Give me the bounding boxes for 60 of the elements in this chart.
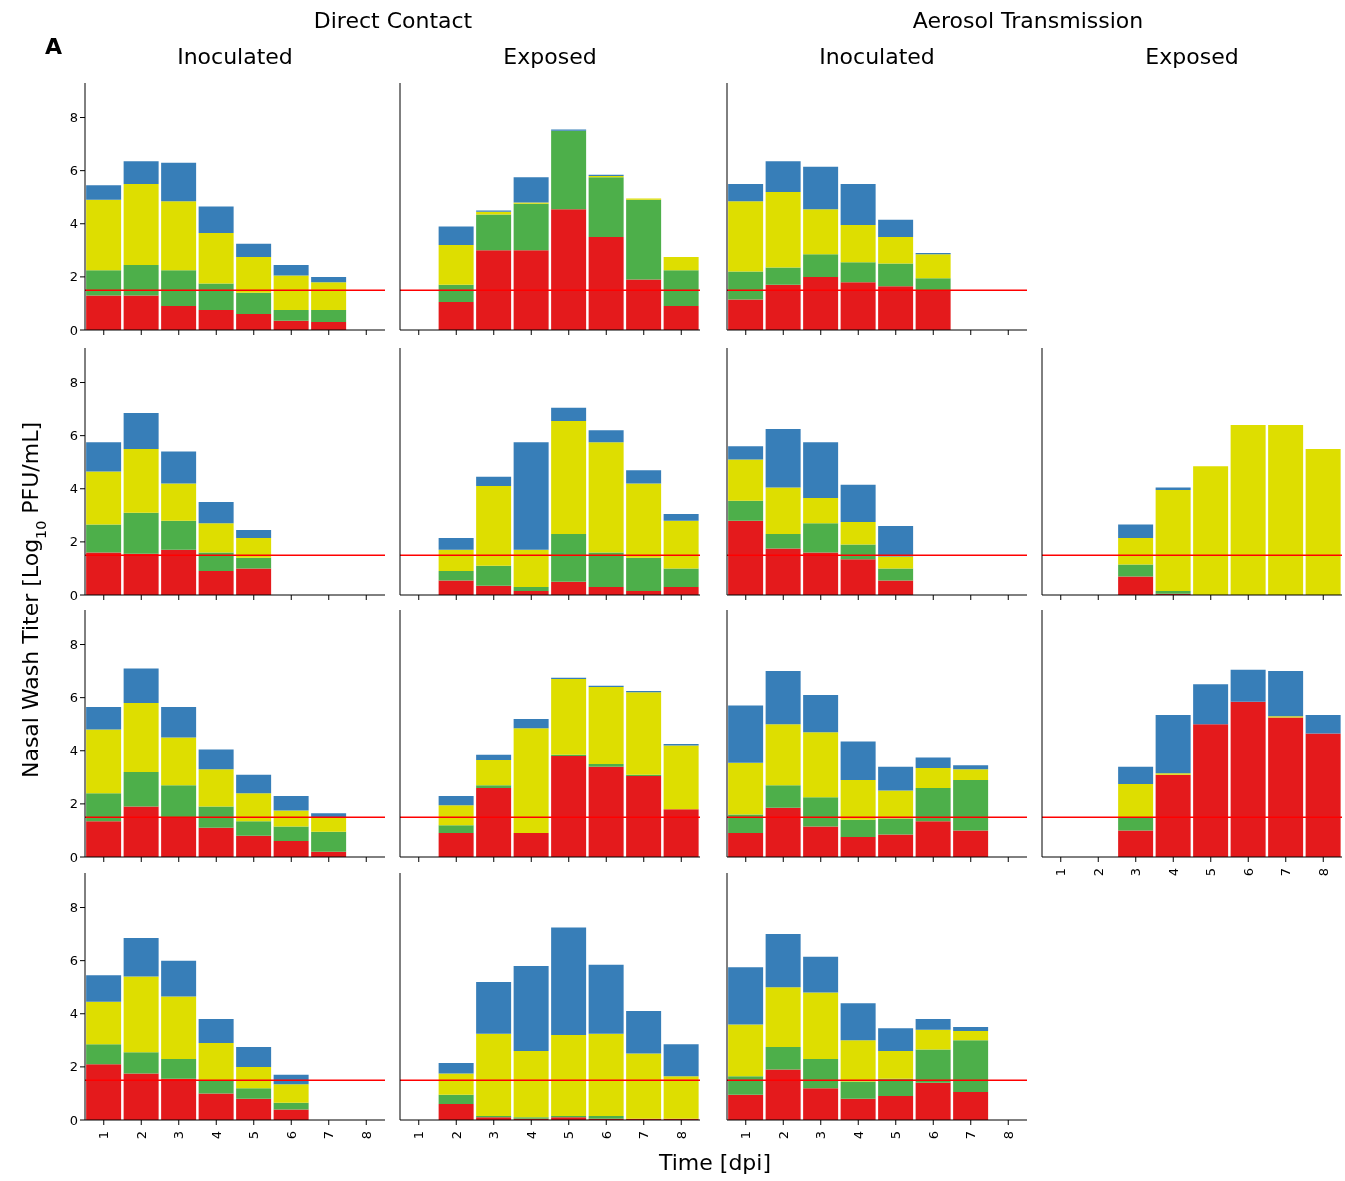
x-tick-label: 6 bbox=[1240, 868, 1256, 877]
chart-title: Exposed bbox=[503, 44, 597, 69]
x-tick-label: 4 bbox=[1165, 868, 1181, 877]
y-tick-label: 6 bbox=[69, 953, 78, 969]
x-tick-label: 7 bbox=[321, 1131, 337, 1140]
x-tick-label: 3 bbox=[813, 1131, 829, 1140]
x-tick-label: 5 bbox=[888, 1131, 904, 1140]
text: A bbox=[45, 34, 63, 59]
y-tick-label: 6 bbox=[69, 428, 78, 444]
x-tick-label: 4 bbox=[523, 1131, 539, 1140]
chart-title: Exposed bbox=[1145, 44, 1239, 69]
x-tick-label: 2 bbox=[133, 1131, 149, 1140]
chart-title: Inoculated bbox=[819, 44, 935, 69]
x-tick-label: 5 bbox=[561, 1131, 577, 1140]
y-tick-label: 0 bbox=[69, 849, 78, 865]
x-tick-label: 8 bbox=[358, 1131, 374, 1140]
chart-title: Inoculated bbox=[177, 44, 293, 69]
text: Aerosol Transmission bbox=[912, 8, 1144, 33]
x-tick-label: 4 bbox=[850, 1131, 866, 1140]
x-tick-label: 4 bbox=[208, 1131, 224, 1140]
x-tick-label: 3 bbox=[1128, 868, 1144, 877]
y-tick-label: 4 bbox=[69, 1006, 78, 1022]
x-tick-label: 1 bbox=[411, 1131, 427, 1140]
x-tick-label: 1 bbox=[738, 1131, 754, 1140]
y-tick-label: 0 bbox=[69, 322, 78, 338]
x-tick-label: 1 bbox=[96, 1131, 112, 1140]
y-tick-label: 2 bbox=[69, 1059, 78, 1075]
y-tick-label: 4 bbox=[69, 216, 78, 232]
x-tick-label: 6 bbox=[598, 1131, 614, 1140]
y-tick-label: 6 bbox=[69, 690, 78, 706]
y-tick-label: 8 bbox=[69, 637, 78, 653]
y-tick-label: 8 bbox=[69, 900, 78, 916]
x-tick-label: 1 bbox=[1053, 868, 1069, 877]
x-tick-label: 8 bbox=[673, 1131, 689, 1140]
x-axis-title: Time [dpi] bbox=[657, 1150, 772, 1175]
x-tick-label: 2 bbox=[1090, 868, 1106, 877]
y-tick-label: 2 bbox=[69, 796, 78, 812]
x-tick-label: 3 bbox=[486, 1131, 502, 1140]
y-tick-label: 8 bbox=[69, 110, 78, 126]
x-tick-label: 8 bbox=[1315, 868, 1331, 877]
y-tick-label: 6 bbox=[69, 163, 78, 179]
y-tick-label: 8 bbox=[69, 375, 78, 391]
y-tick-label: 0 bbox=[69, 587, 78, 603]
y-tick-label: 2 bbox=[69, 534, 78, 550]
x-tick-label: 7 bbox=[636, 1131, 652, 1140]
x-tick-label: 2 bbox=[448, 1131, 464, 1140]
y-tick-label: 4 bbox=[69, 743, 78, 759]
y-tick-label: 0 bbox=[69, 1112, 78, 1128]
y-tick-label: 2 bbox=[69, 269, 78, 285]
y-tick-label: 4 bbox=[69, 481, 78, 497]
x-tick-label: 8 bbox=[1000, 1131, 1016, 1140]
x-tick-label: 3 bbox=[171, 1131, 187, 1140]
x-tick-label: 6 bbox=[925, 1131, 941, 1140]
x-tick-label: 5 bbox=[246, 1131, 262, 1140]
x-tick-label: 5 bbox=[1203, 868, 1219, 877]
x-tick-label: 7 bbox=[1278, 868, 1294, 877]
text: Direct Contact bbox=[313, 8, 473, 33]
x-tick-label: 6 bbox=[283, 1131, 299, 1140]
x-tick-label: 7 bbox=[963, 1131, 979, 1140]
x-tick-label: 2 bbox=[775, 1131, 791, 1140]
